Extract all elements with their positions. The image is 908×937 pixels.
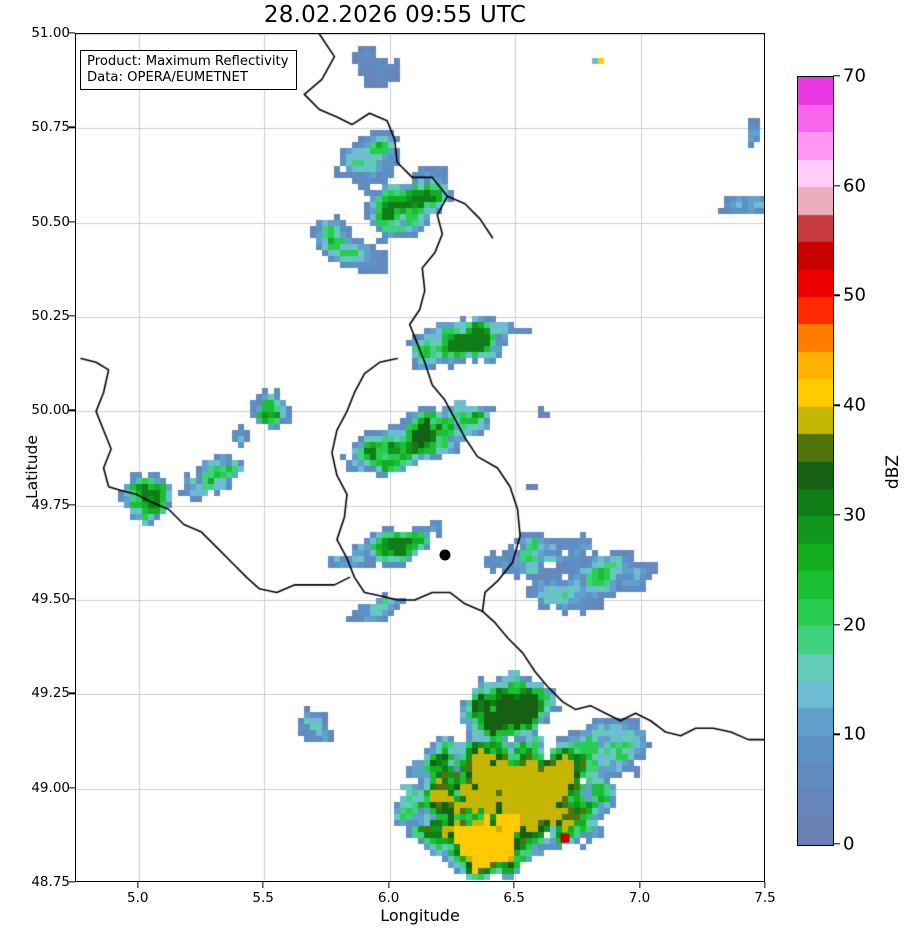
colorbar-tick-label: 0 xyxy=(843,833,855,855)
y-tick-label: 49.50 xyxy=(31,591,70,607)
x-tick-label: 5.5 xyxy=(252,890,274,906)
y-tick-mark xyxy=(69,504,75,506)
y-tick-mark xyxy=(69,409,75,411)
colorbar-tick-label: 40 xyxy=(843,394,866,416)
colorbar-tick-mark xyxy=(833,514,840,516)
info-data-line: Data: OPERA/EUMETNET xyxy=(87,69,248,85)
y-tick-mark xyxy=(69,315,75,317)
colorbar-tick-mark xyxy=(833,843,840,845)
country-borders-layer xyxy=(76,34,764,881)
info-product-line: Product: Maximum Reflectivity xyxy=(87,54,289,69)
colorbar: 0 10 20 30 40 50 60 70 xyxy=(797,66,866,855)
colorbar-title: dBZ xyxy=(883,454,903,490)
x-tick-mark xyxy=(638,882,641,888)
y-tick-label: 49.00 xyxy=(31,779,70,796)
y-tick-label: 50.75 xyxy=(31,119,70,136)
colorbar-tick-mark xyxy=(833,404,840,406)
map-plot-area xyxy=(75,33,765,882)
colorbar-tick-mark xyxy=(833,75,840,77)
y-tick-mark xyxy=(69,598,75,600)
figure-title: 28.02.2026 09:55 UTC xyxy=(263,2,527,28)
y-tick-label: 49.75 xyxy=(31,496,70,513)
x-tick-label: 5.0 xyxy=(126,890,149,906)
colorbar-tick-mark xyxy=(833,733,840,735)
y-tick-label: 51.00 xyxy=(31,25,70,41)
y-tick-label: 50.25 xyxy=(31,308,70,324)
x-tick-label: 7.0 xyxy=(628,890,651,906)
x-tick-label: 7.5 xyxy=(754,890,776,906)
radar-site-marker xyxy=(439,549,451,561)
x-tick-label: 6.0 xyxy=(377,890,400,906)
y-tick-label: 50.50 xyxy=(31,213,70,230)
y-tick-label: 50.00 xyxy=(31,402,70,419)
y-tick-label: 48.75 xyxy=(31,874,70,890)
y-axis-label: Latitude xyxy=(23,435,41,499)
colorbar-tick-label: 30 xyxy=(843,504,866,526)
x-axis-label: Longitude xyxy=(380,906,460,925)
product-info-box: Product: Maximum Reflectivity Data: OPER… xyxy=(80,50,297,90)
y-tick-mark xyxy=(69,126,75,128)
colorbar-tick-mark xyxy=(833,623,840,626)
x-tick-mark xyxy=(137,882,139,888)
y-tick-mark xyxy=(69,692,75,694)
colorbar-tick-label: 60 xyxy=(843,175,866,197)
colorbar-tick-label: 50 xyxy=(843,284,866,306)
x-tick-mark xyxy=(764,882,766,888)
colorbar-tick-mark xyxy=(833,294,840,297)
colorbar-tick-label: 70 xyxy=(843,65,866,87)
y-tick-label: 49.25 xyxy=(31,685,70,702)
colorbar-tick-label: 20 xyxy=(843,614,866,636)
secondary-site-marker xyxy=(560,833,570,843)
x-tick-mark xyxy=(513,882,515,888)
colorbar-tick-mark xyxy=(833,185,840,187)
y-tick-mark xyxy=(69,32,75,34)
x-tick-label: 6.5 xyxy=(503,890,525,906)
x-tick-mark xyxy=(387,882,390,888)
y-tick-mark xyxy=(69,787,75,789)
colorbar-gradient xyxy=(797,76,834,846)
y-tick-mark xyxy=(69,881,75,883)
y-tick-mark xyxy=(69,221,75,223)
colorbar-tick-label: 10 xyxy=(843,723,866,745)
x-tick-mark xyxy=(262,882,264,888)
